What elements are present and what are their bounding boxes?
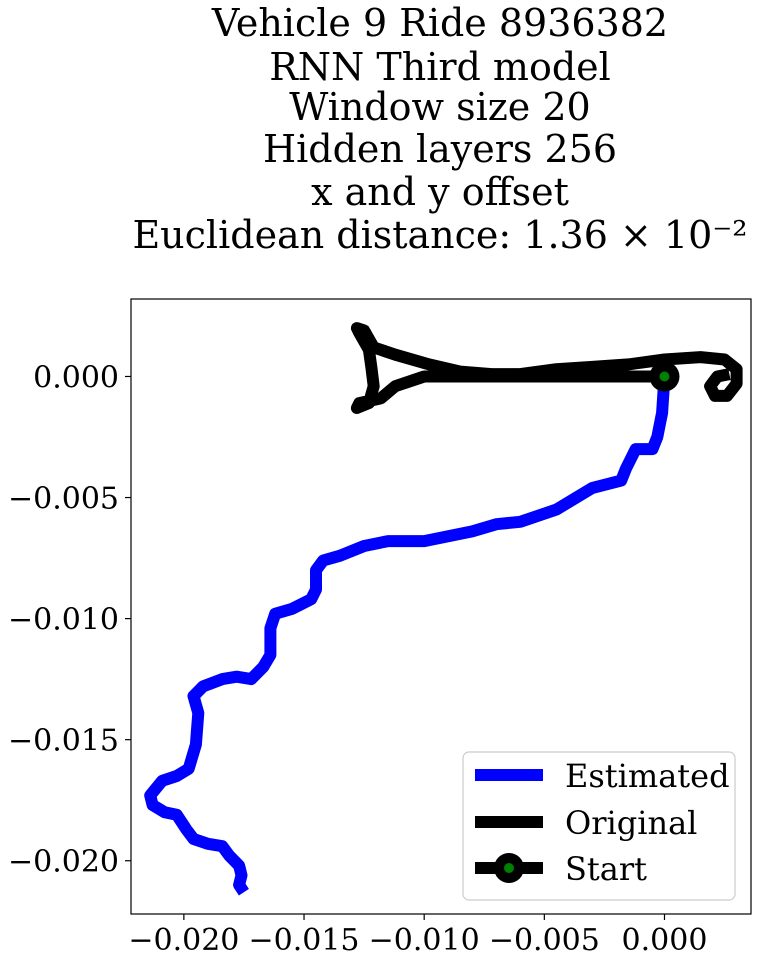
legend-start-marker <box>504 863 514 873</box>
y-tick-label: −0.020 <box>8 845 119 880</box>
title-line-1: Vehicle 9 Ride 8936382 <box>211 1 668 45</box>
plot-frame <box>130 298 752 915</box>
series-line-estimated <box>144 376 671 896</box>
title-line-3: Window size 20 <box>289 85 590 129</box>
start-marker <box>659 371 670 382</box>
title-line-4: Hidden layers 256 <box>263 127 617 171</box>
legend-label-original: Original <box>565 804 697 842</box>
legend-label-start: Start <box>565 850 647 888</box>
y-axis: 0.000 −0.005 −0.010 −0.015 −0.020 <box>8 360 131 880</box>
title-line-6: Euclidean distance: 1.36 × 10⁻² <box>132 213 747 257</box>
chart-title: Vehicle 9 Ride 8936382 RNN Third model W… <box>132 1 747 257</box>
y-tick-label: −0.015 <box>8 724 119 759</box>
series-layer <box>144 322 743 896</box>
y-tick-label: −0.005 <box>8 482 119 517</box>
y-tick-label: −0.010 <box>8 603 119 638</box>
x-tick-label: −0.005 <box>489 923 600 958</box>
legend: Estimated Original Start <box>462 751 736 901</box>
x-axis: −0.020 −0.015 −0.010 −0.005 0.000 <box>128 914 707 958</box>
y-tick-label: 0.000 <box>33 360 119 395</box>
x-tick-label: 0.000 <box>622 923 708 958</box>
legend-label-estimated: Estimated <box>565 757 730 795</box>
series-line-original <box>350 322 743 414</box>
title-line-5: x and y offset <box>311 170 569 214</box>
title-line-2: RNN Third model <box>269 45 611 89</box>
x-tick-label: −0.015 <box>249 923 360 958</box>
x-tick-label: −0.010 <box>369 923 480 958</box>
x-tick-label: −0.020 <box>128 923 239 958</box>
